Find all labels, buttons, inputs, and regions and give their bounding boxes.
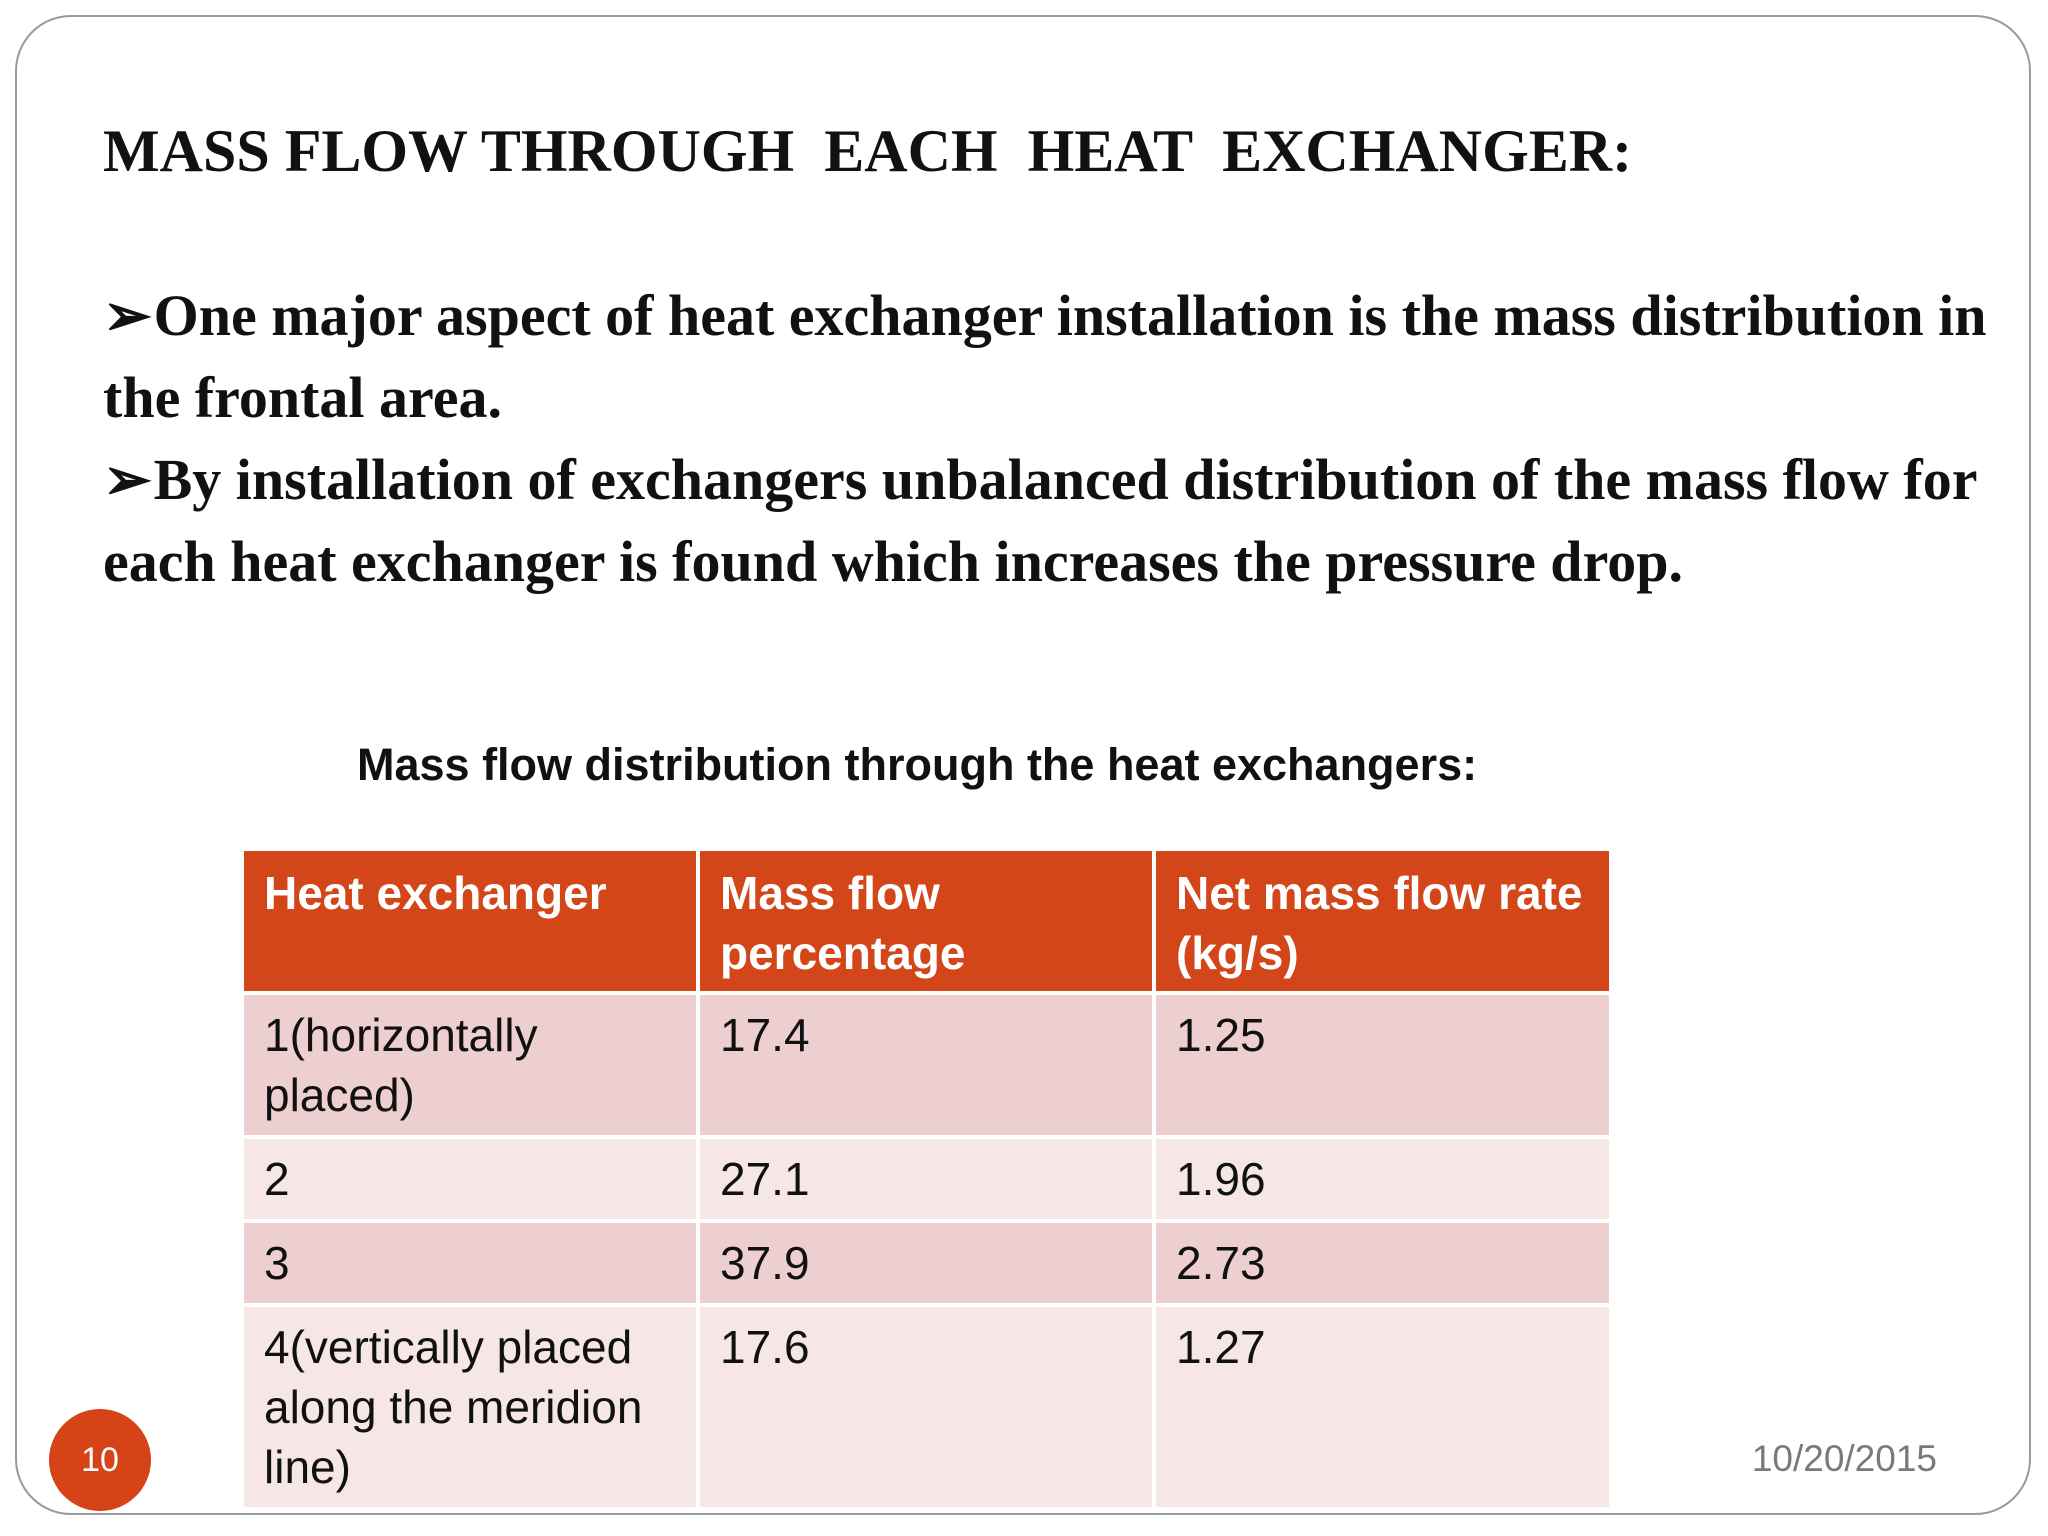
bullet-item: ➢By installation of exchangers unbalance… — [103, 439, 2003, 603]
bullet-item: ➢One major aspect of heat exchanger inst… — [103, 275, 2003, 439]
bullet-text: By installation of exchangers unbalanced… — [103, 447, 1977, 594]
cell-mass-flow-percentage: 17.6 — [696, 1303, 1156, 1511]
header-mass-flow-percentage: Mass flow percentage — [696, 847, 1156, 995]
slide-title: MASS FLOW THROUGH EACH HEAT EXCHANGER: — [103, 118, 1633, 184]
cell-mass-flow-percentage: 27.1 — [696, 1135, 1156, 1223]
cell-heat-exchanger: 3 — [240, 1219, 700, 1307]
cell-net-mass-flow-rate: 1.25 — [1152, 991, 1613, 1139]
cell-mass-flow-percentage: 37.9 — [696, 1219, 1156, 1307]
slide-date: 10/20/2015 — [1751, 1438, 1937, 1479]
cell-net-mass-flow-rate: 2.73 — [1152, 1219, 1613, 1307]
table-caption: Mass flow distribution through the heat … — [357, 739, 1478, 790]
header-heat-exchanger: Heat exchanger — [240, 847, 700, 995]
bullet-text: One major aspect of heat exchanger insta… — [103, 283, 1987, 430]
cell-heat-exchanger: 2 — [240, 1135, 700, 1223]
cell-mass-flow-percentage: 17.4 — [696, 991, 1156, 1139]
cell-heat-exchanger: 1(horizontally placed) — [240, 991, 700, 1139]
table-row: 4(vertically placed along the meridion l… — [240, 1303, 1613, 1511]
arrow-bullet-icon: ➢ — [103, 283, 152, 348]
table-row: 2 27.1 1.96 — [240, 1135, 1613, 1223]
table-row: 1(horizontally placed) 17.4 1.25 — [240, 991, 1613, 1139]
cell-net-mass-flow-rate: 1.96 — [1152, 1135, 1613, 1223]
header-net-mass-flow-rate: Net mass flow rate (kg/s) — [1152, 847, 1613, 995]
table-header-row: Heat exchanger Mass flow percentage Net … — [240, 847, 1613, 995]
cell-heat-exchanger: 4(vertically placed along the meridion l… — [240, 1303, 700, 1511]
table-row: 3 37.9 2.73 — [240, 1219, 1613, 1307]
mass-flow-table: Heat exchanger Mass flow percentage Net … — [240, 847, 1613, 1511]
page-number-badge: 10 — [49, 1409, 151, 1511]
arrow-bullet-icon: ➢ — [103, 447, 152, 512]
cell-net-mass-flow-rate: 1.27 — [1152, 1303, 1613, 1511]
bullet-list: ➢One major aspect of heat exchanger inst… — [103, 275, 2003, 603]
slide-frame: MASS FLOW THROUGH EACH HEAT EXCHANGER: ➢… — [15, 15, 2031, 1515]
